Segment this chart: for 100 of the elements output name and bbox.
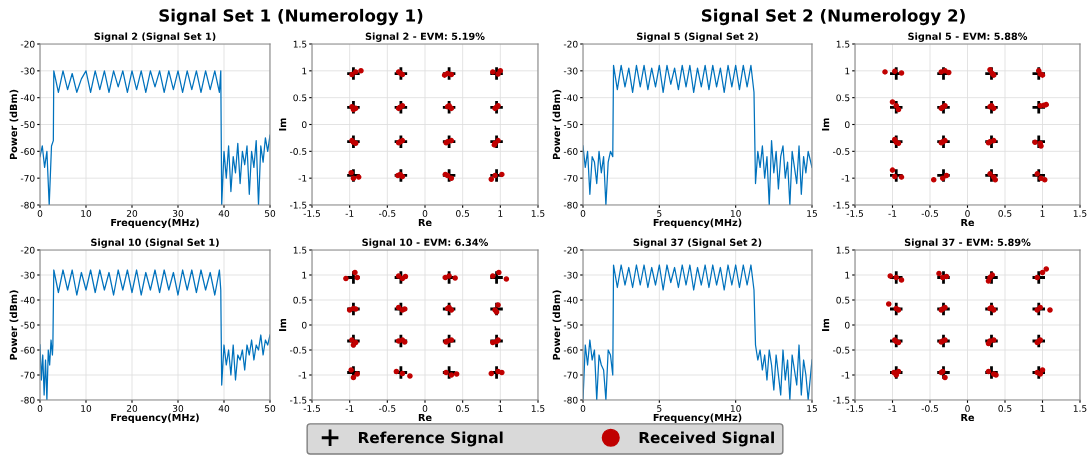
y-tick-label: -40 [563,296,578,304]
y-tick-label: 0.5 [293,94,307,102]
x-tick-label: 0 [422,210,428,217]
y-axis-title: Power (dBm) [552,290,562,360]
x-tick-label: -1 [888,405,897,412]
y-tick-label: -1.5 [289,396,307,404]
x-tick-label: -0.5 [921,210,939,217]
y-tick-label: -50 [20,321,35,329]
y-tick-label: -70 [563,371,578,379]
y-tick-label: -60 [563,148,578,155]
x-tick-label: 1 [498,405,503,412]
y-tick-label: -20 [563,246,578,254]
y-tick-label: -40 [20,94,35,102]
x-tick-label: 50 [264,210,276,217]
x-tick-label: 0.5 [456,405,470,412]
y-axis-title: Power (dBm) [9,290,19,360]
x-tick-label: 40 [218,210,230,217]
x-tick-label: -0.5 [921,405,939,412]
y-tick-label: -0.5 [289,148,307,155]
y-tick-label: -60 [20,346,35,354]
x-tick-label: 30 [172,210,184,217]
y-axis-title: Im [822,118,830,131]
y-tick-label: -20 [20,246,35,254]
y-tick-label: -1.5 [832,396,850,404]
x-tick-label: 0 [580,405,586,412]
x-tick-label: 30 [172,405,184,412]
x-tick-label: 0 [965,210,970,217]
y-tick-label: -1.5 [832,201,850,209]
y-tick-label: -60 [563,346,578,354]
chart-title: Signal 5 (Signal Set 2) [636,32,758,42]
x-tick-label: 10 [81,210,92,217]
y-axis-title: Power (dBm) [552,89,562,160]
x-tick-label: 1 [1040,405,1045,412]
chart-title: Signal 2 (Signal Set 1) [94,32,216,42]
x-tick-label: 0.5 [998,210,1012,217]
x-tick-label: 0 [37,210,43,217]
x-tick-label: 20 [126,405,138,412]
x-tick-label: 15 [807,405,817,412]
x-tick-label: 0.5 [998,405,1012,412]
x-tick-label: -0.5 [378,405,396,412]
x-axis-title: Frequency(MHz) [111,218,199,229]
legend-label: Received Signal [639,431,774,447]
x-tick-label: 0 [965,405,970,412]
y-tick-label: 0.5 [836,94,850,102]
y-tick-label: -0.5 [832,346,850,354]
x-axis-title: Frequency(MHz) [653,413,742,424]
y-tick-label: 1.5 [293,40,307,48]
x-axis-title: Frequency(MHz) [111,413,199,424]
y-tick-label: -40 [563,94,578,102]
y-tick-label: -1 [298,371,307,379]
y-tick-label: -70 [563,174,578,182]
y-tick-label: 0 [301,121,307,129]
y-tick-label: 0.5 [836,296,850,304]
x-tick-label: 5 [657,405,662,412]
x-tick-label: 1.5 [531,405,545,412]
x-tick-label: 1 [1040,210,1045,217]
x-tick-label: 0 [37,405,43,412]
y-axis-title: Im [279,118,287,131]
y-tick-label: -0.5 [289,346,307,354]
x-axis-title: Re [418,218,432,227]
y-axis-title: Im [822,318,830,331]
y-tick-label: -1 [298,175,307,182]
y-tick-label: 0 [301,321,307,329]
y-tick-label: -80 [20,396,35,404]
x-tick-label: 0.5 [456,210,470,217]
x-tick-label: 15 [807,210,817,217]
x-tick-label: 0 [422,405,428,412]
y-tick-label: -60 [20,148,35,155]
y-tick-label: -80 [20,201,35,209]
y-tick-label: 1 [302,67,307,75]
y-tick-label: 1 [845,271,850,279]
x-tick-label: 20 [126,210,138,217]
y-tick-label: -50 [563,321,578,329]
x-tick-label: 5 [657,210,662,217]
x-tick-label: -1 [888,210,897,217]
x-tick-label: 10 [730,405,741,412]
y-tick-label: -1 [841,175,850,182]
y-tick-label: -30 [20,271,35,279]
chart-title: Signal 10 (Signal Set 1) [91,238,219,248]
y-tick-label: -70 [20,174,35,182]
x-tick-label: 10 [81,405,92,412]
y-tick-label: -70 [20,371,35,379]
y-axis-title: Power (dBm) [9,89,19,160]
y-axis-title: Im [279,318,287,331]
x-tick-label: 0 [580,210,586,217]
chart-title: Signal 37 (Signal Set 2) [633,238,762,248]
y-tick-label: -0.5 [832,148,850,155]
y-tick-label: 0 [844,321,850,329]
y-tick-label: -50 [563,121,578,129]
y-tick-label: -20 [563,40,578,48]
chart-title: Signal 2 - EVM: 5.19% [365,32,485,42]
y-tick-label: -1.5 [289,201,307,209]
chart-title: Signal 10 - EVM: 6.34% [362,238,489,248]
y-tick-label: -30 [563,271,578,279]
y-tick-label: 0.5 [293,296,307,304]
x-tick-label: 1 [498,210,503,217]
y-tick-label: -80 [563,396,578,404]
chart-title: Signal 37 - EVM: 5.89% [904,238,1031,248]
y-tick-label: 1.5 [293,246,307,254]
text: Signal Set 1 (Numerology 1) [159,8,423,26]
